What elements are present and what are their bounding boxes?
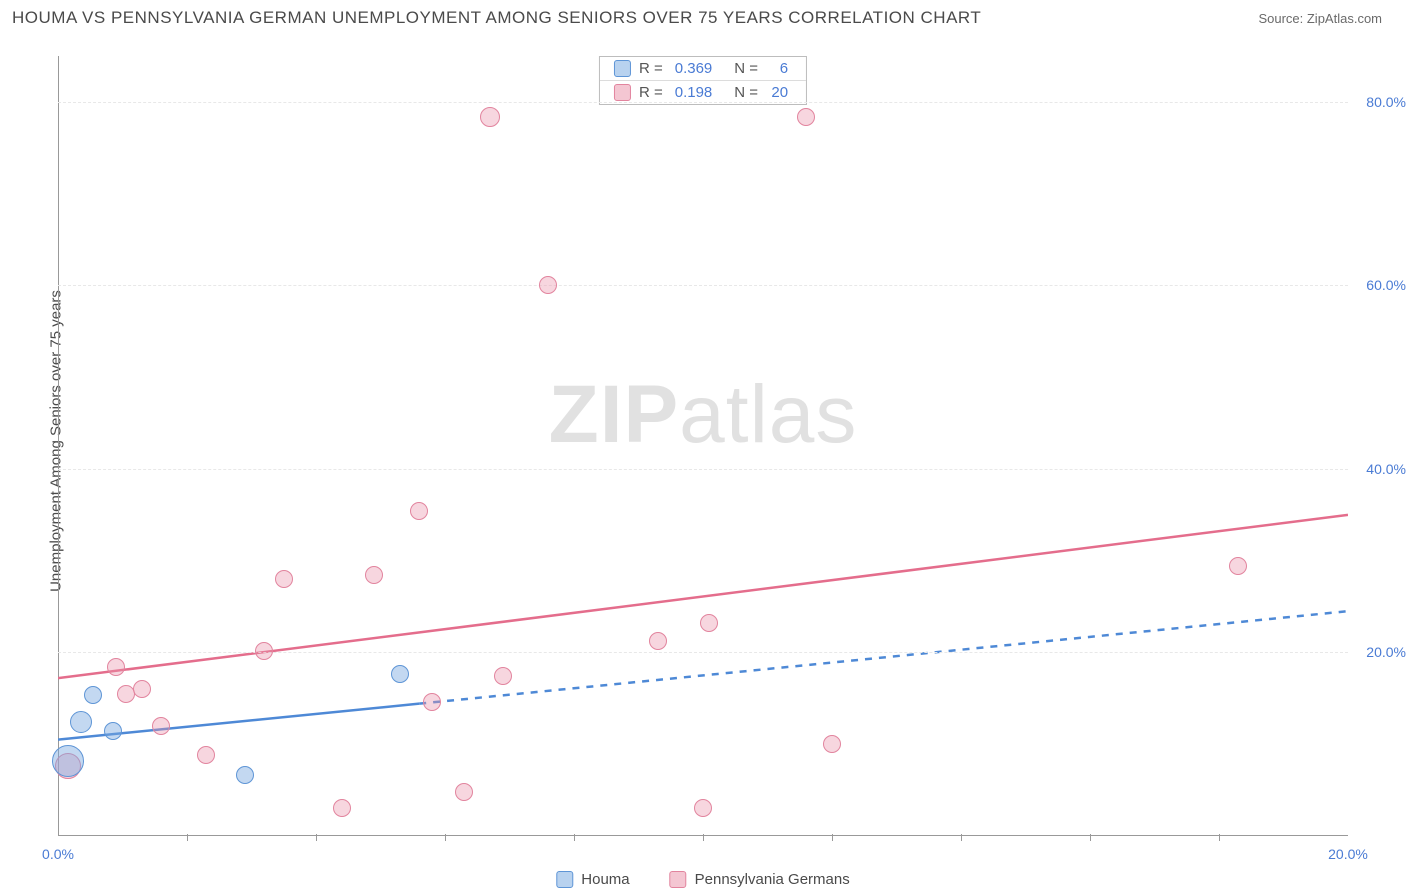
houma-point — [236, 766, 254, 784]
n-label: N = — [734, 84, 758, 101]
x-tick-mark — [316, 834, 317, 841]
gridline — [58, 652, 1348, 653]
penn-point — [494, 667, 512, 685]
gridline — [58, 102, 1348, 103]
x-tick-mark — [961, 834, 962, 841]
penn-point — [539, 276, 557, 294]
legend-swatch-icon — [614, 84, 631, 101]
legend-item: Houma — [556, 871, 629, 888]
correlation-legend-row: R = 0.369 N = 6 — [600, 57, 806, 81]
penn-point — [694, 799, 712, 817]
penn-point — [333, 799, 351, 817]
y-axis-line — [58, 56, 59, 836]
x-tick-mark — [574, 834, 575, 841]
x-tick-label: 0.0% — [42, 846, 74, 862]
penn-point — [197, 746, 215, 764]
penn-point — [455, 783, 473, 801]
penn-point — [797, 108, 815, 126]
penn-point — [823, 735, 841, 753]
penn-point — [275, 570, 293, 588]
houma-point — [52, 745, 84, 777]
title-bar: HOUMA VS PENNSYLVANIA GERMAN UNEMPLOYMEN… — [0, 0, 1406, 34]
houma-point — [104, 722, 122, 740]
houma-point — [84, 686, 102, 704]
penn-point — [423, 693, 441, 711]
x-tick-mark — [703, 834, 704, 841]
r-value: 0.369 — [671, 60, 717, 77]
x-tick-mark — [187, 834, 188, 841]
penn-point — [133, 680, 151, 698]
n-value: 20 — [766, 84, 792, 101]
n-label: N = — [734, 60, 758, 77]
penn-point — [410, 502, 428, 520]
y-tick-label: 40.0% — [1366, 461, 1406, 477]
x-tick-mark — [445, 834, 446, 841]
correlation-legend-row: R = 0.198 N = 20 — [600, 81, 806, 104]
penn-point — [255, 642, 273, 660]
series-legend: Houma Pennsylvania Germans — [556, 871, 849, 888]
chart-container: Unemployment Among Seniors over 75 years… — [48, 46, 1348, 836]
x-tick-mark — [832, 834, 833, 841]
y-tick-label: 60.0% — [1366, 277, 1406, 293]
gridline — [58, 469, 1348, 470]
penn-point — [1229, 557, 1247, 575]
x-tick-mark — [1090, 834, 1091, 841]
watermark-bold: ZIP — [549, 369, 680, 460]
y-tick-label: 80.0% — [1366, 94, 1406, 110]
penn-trend-line — [58, 515, 1348, 678]
watermark: ZIPatlas — [549, 368, 858, 462]
legend-swatch-icon — [556, 871, 573, 888]
houma-trend-dash — [419, 611, 1348, 703]
legend-label: Houma — [581, 871, 629, 888]
houma-point — [391, 665, 409, 683]
legend-item: Pennsylvania Germans — [670, 871, 850, 888]
plot-area: ZIPatlas R =0.369N =6R =0.198N =20 20.0%… — [58, 56, 1348, 836]
legend-swatch-icon — [670, 871, 687, 888]
r-label: R = — [639, 84, 663, 101]
y-tick-label: 20.0% — [1366, 644, 1406, 660]
penn-point — [107, 658, 125, 676]
legend-label: Pennsylvania Germans — [695, 871, 850, 888]
watermark-rest: atlas — [679, 369, 857, 460]
penn-point — [700, 614, 718, 632]
houma-point — [70, 711, 92, 733]
correlation-legend: R = 0.369 N = 6 R = 0.198 N = 20 — [599, 56, 807, 105]
r-value: 0.198 — [671, 84, 717, 101]
x-tick-mark — [1219, 834, 1220, 841]
penn-point — [365, 566, 383, 584]
r-label: R = — [639, 60, 663, 77]
n-value: 6 — [766, 60, 792, 77]
trend-lines-svg — [58, 56, 1348, 836]
source-attribution: Source: ZipAtlas.com — [1258, 11, 1382, 26]
penn-point — [480, 107, 500, 127]
penn-point — [152, 717, 170, 735]
chart-title: HOUMA VS PENNSYLVANIA GERMAN UNEMPLOYMEN… — [12, 8, 981, 28]
legend-swatch-icon — [614, 60, 631, 77]
gridline — [58, 285, 1348, 286]
penn-point — [649, 632, 667, 650]
x-tick-label: 20.0% — [1328, 846, 1368, 862]
